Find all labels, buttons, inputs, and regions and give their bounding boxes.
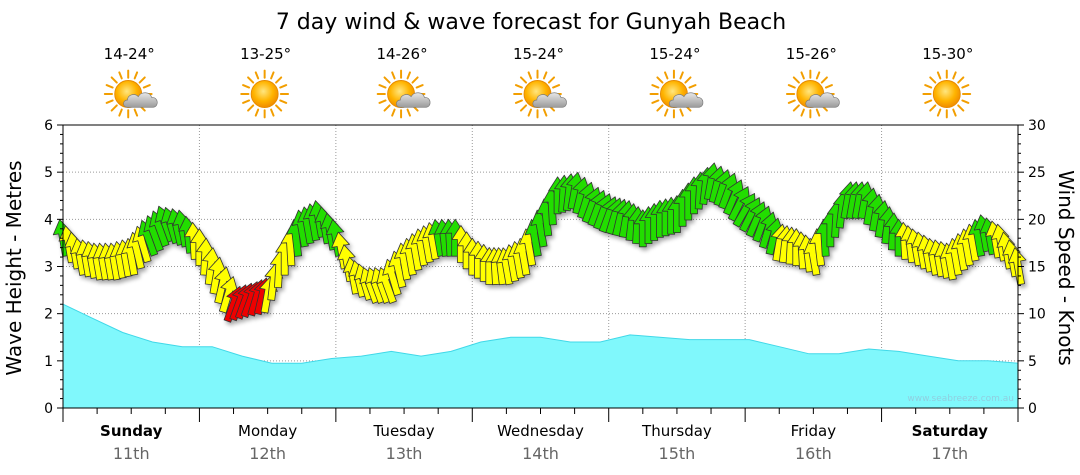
x-axis: Sunday 11th Monday 12th Tuesday 13th Wednesday… — [62, 408, 1019, 463]
y-tick-label: 3 — [44, 260, 53, 276]
day-temperature: 13-25° — [240, 45, 291, 63]
y2-tick-label: 5 — [1028, 354, 1037, 370]
y-tick-label: 4 — [44, 212, 53, 228]
y-tick-label: 6 — [44, 118, 53, 134]
wind-arrow — [1007, 247, 1027, 286]
day-name: Tuesday — [373, 422, 435, 440]
day-date: 11th — [113, 444, 150, 463]
y2-tick-label: 30 — [1028, 118, 1046, 134]
partly-cloudy-icon — [103, 69, 158, 119]
day-name: Thursday — [641, 422, 712, 440]
partly-cloudy-icon — [649, 69, 704, 119]
sunny-icon — [240, 69, 290, 119]
y-axis-left: 0 1 2 3 4 5 6 — [44, 118, 63, 417]
sunny-icon — [922, 69, 972, 119]
day-date: 15th — [659, 444, 696, 463]
y-axis-title-left: Wave Height - Metres — [2, 160, 26, 375]
day-name: Wednesday — [497, 422, 584, 440]
day-name: Friday — [791, 422, 837, 440]
day-date: 17th — [931, 444, 968, 463]
partly-cloudy-icon — [513, 69, 567, 119]
day-temperature: 15-30° — [922, 45, 973, 63]
partly-cloudy-icon — [785, 69, 840, 119]
y-tick-label: 5 — [44, 165, 53, 181]
day-name: Sunday — [100, 422, 163, 440]
y2-tick-label: 20 — [1028, 212, 1046, 228]
y-tick-label: 2 — [44, 307, 53, 323]
y-tick-label: 1 — [44, 354, 53, 370]
day-date: 16th — [795, 444, 832, 463]
y-axis-right: 0 5 10 15 20 25 30 — [1018, 118, 1046, 417]
day-date: 12th — [249, 444, 286, 463]
day-temperature: 15-24° — [513, 45, 564, 63]
watermark: www.seabreeze.com.au — [907, 394, 1014, 404]
day-name: Saturday — [912, 422, 989, 440]
day-date: 14th — [522, 444, 559, 463]
wind-arrows — [52, 162, 1027, 323]
day-date: 13th — [386, 444, 423, 463]
wave-height-area — [62, 303, 1019, 409]
chart-title: 7 day wind & wave forecast for Gunyah Be… — [276, 10, 786, 35]
day-temperature: 15-26° — [786, 45, 837, 63]
y2-tick-label: 25 — [1028, 165, 1046, 181]
day-temperature: 14-26° — [377, 45, 428, 63]
y2-tick-label: 15 — [1028, 260, 1046, 276]
partly-cloudy-icon — [376, 69, 431, 119]
days-header: 14-24° 13-25° 14-26° 15-24° 15-24° 15-26° 15-3… — [103, 45, 973, 119]
y2-tick-label: 10 — [1028, 307, 1046, 323]
day-temperature: 14-24° — [104, 45, 155, 63]
y-tick-label: 0 — [44, 401, 53, 417]
y2-tick-label: 0 — [1028, 401, 1037, 417]
y-axis-title-right: Wind Speed - Knots — [1054, 170, 1078, 366]
day-name: Monday — [238, 422, 297, 440]
day-temperature: 15-24° — [649, 45, 700, 63]
